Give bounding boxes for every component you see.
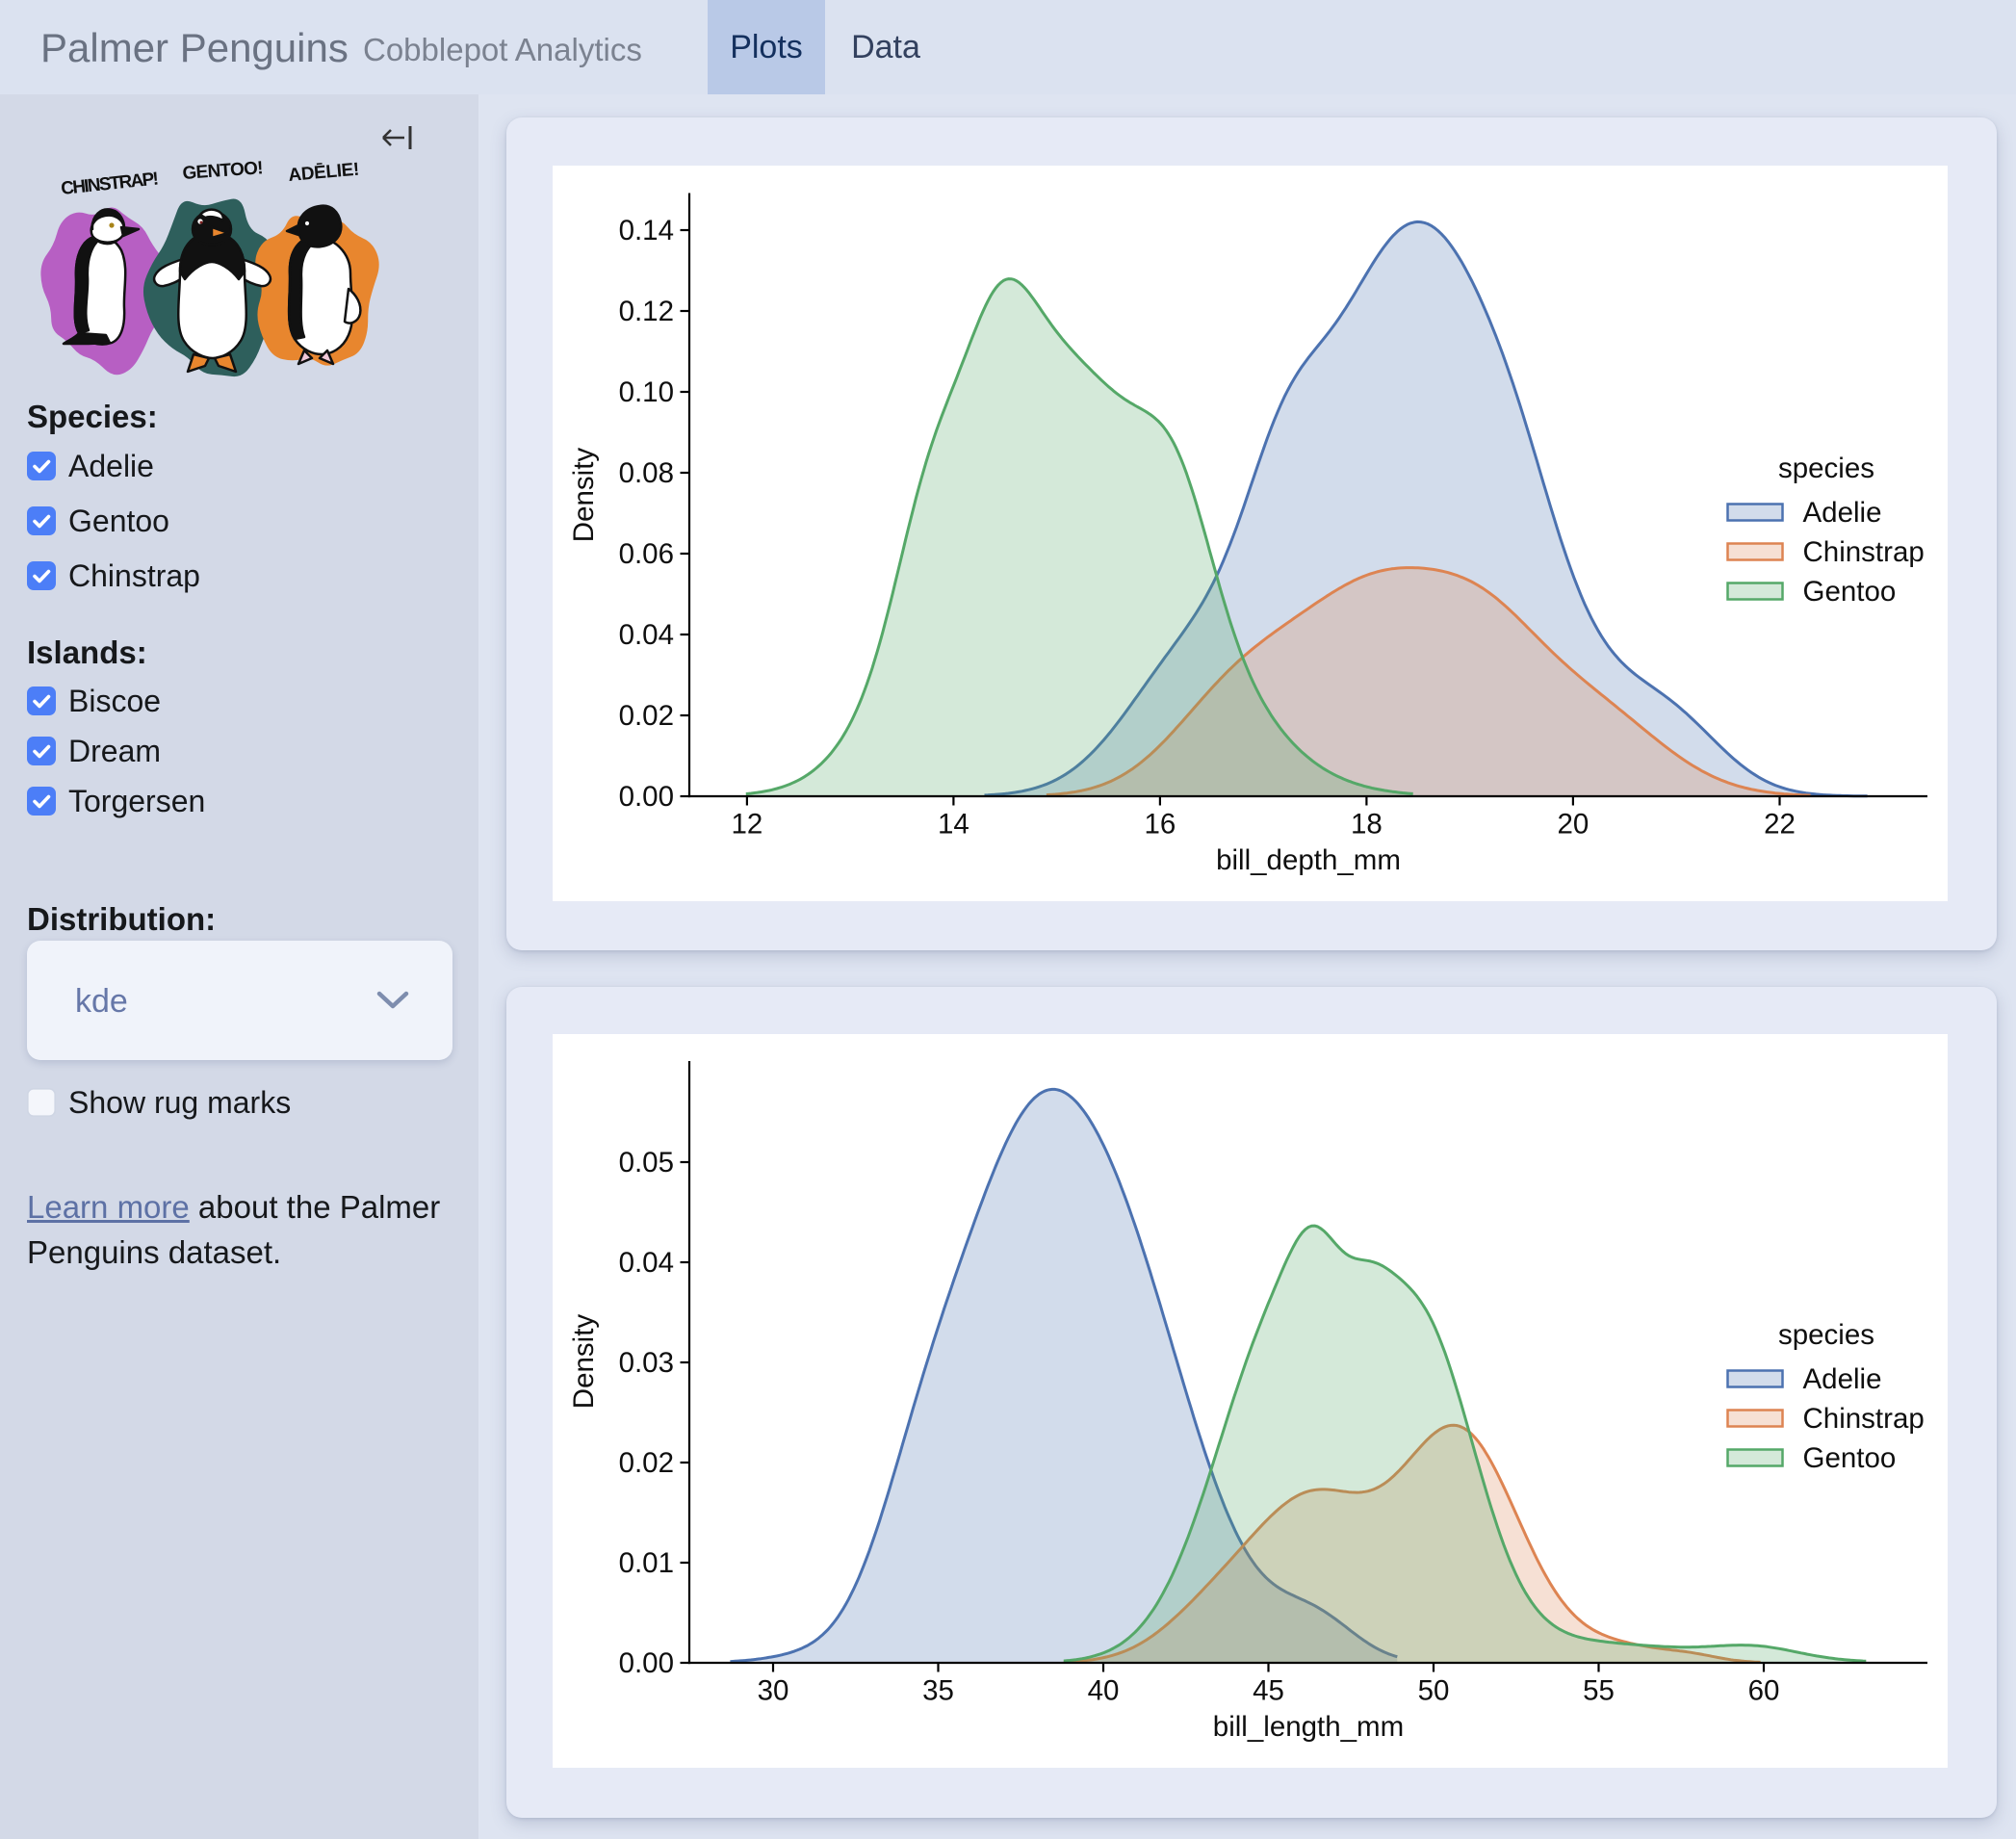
svg-text:Gentoo: Gentoo (1803, 1442, 1897, 1474)
svg-text:0.04: 0.04 (619, 1247, 674, 1279)
svg-text:Adelie: Adelie (1803, 497, 1882, 529)
svg-text:Adelie: Adelie (1803, 1363, 1882, 1395)
svg-text:35: 35 (922, 1675, 954, 1707)
svg-text:species: species (1778, 453, 1874, 484)
svg-text:0.05: 0.05 (619, 1147, 674, 1179)
svg-text:0.04: 0.04 (619, 619, 674, 651)
svg-text:0.08: 0.08 (619, 457, 674, 489)
svg-text:ADĒLIE!: ADĒLIE! (288, 160, 361, 186)
svg-text:0.14: 0.14 (619, 215, 674, 246)
svg-text:Density: Density (568, 1314, 600, 1410)
svg-text:0.03: 0.03 (619, 1347, 674, 1379)
svg-text:22: 22 (1764, 809, 1796, 841)
svg-text:60: 60 (1748, 1675, 1780, 1707)
svg-text:16: 16 (1144, 809, 1176, 841)
svg-text:0.06: 0.06 (619, 538, 674, 570)
svg-text:18: 18 (1351, 809, 1383, 841)
svg-text:bill_length_mm: bill_length_mm (1213, 1711, 1404, 1743)
svg-text:0.12: 0.12 (619, 296, 674, 327)
svg-text:20: 20 (1557, 809, 1589, 841)
svg-text:Chinstrap: Chinstrap (1803, 1403, 1925, 1435)
svg-text:Gentoo: Gentoo (1803, 576, 1897, 608)
svg-text:species: species (1778, 1319, 1874, 1351)
svg-text:0.02: 0.02 (619, 1447, 674, 1479)
svg-text:55: 55 (1583, 1675, 1615, 1707)
svg-text:Chinstrap: Chinstrap (1803, 536, 1925, 568)
svg-text:0.00: 0.00 (619, 1647, 674, 1679)
svg-text:30: 30 (758, 1675, 789, 1707)
svg-text:50: 50 (1418, 1675, 1450, 1707)
svg-text:GENTOO!: GENTOO! (182, 158, 264, 184)
svg-text:Density: Density (568, 448, 600, 543)
svg-text:0.01: 0.01 (619, 1547, 674, 1579)
svg-text:14: 14 (938, 809, 969, 841)
svg-text:45: 45 (1253, 1675, 1284, 1707)
svg-text:12: 12 (731, 809, 762, 841)
svg-text:CHINSTRAP!: CHINSTRAP! (60, 168, 160, 199)
svg-text:0.00: 0.00 (619, 781, 674, 813)
svg-text:0.02: 0.02 (619, 700, 674, 732)
svg-text:0.10: 0.10 (619, 376, 674, 408)
svg-text:bill_depth_mm: bill_depth_mm (1216, 844, 1401, 876)
svg-text:40: 40 (1088, 1675, 1120, 1707)
